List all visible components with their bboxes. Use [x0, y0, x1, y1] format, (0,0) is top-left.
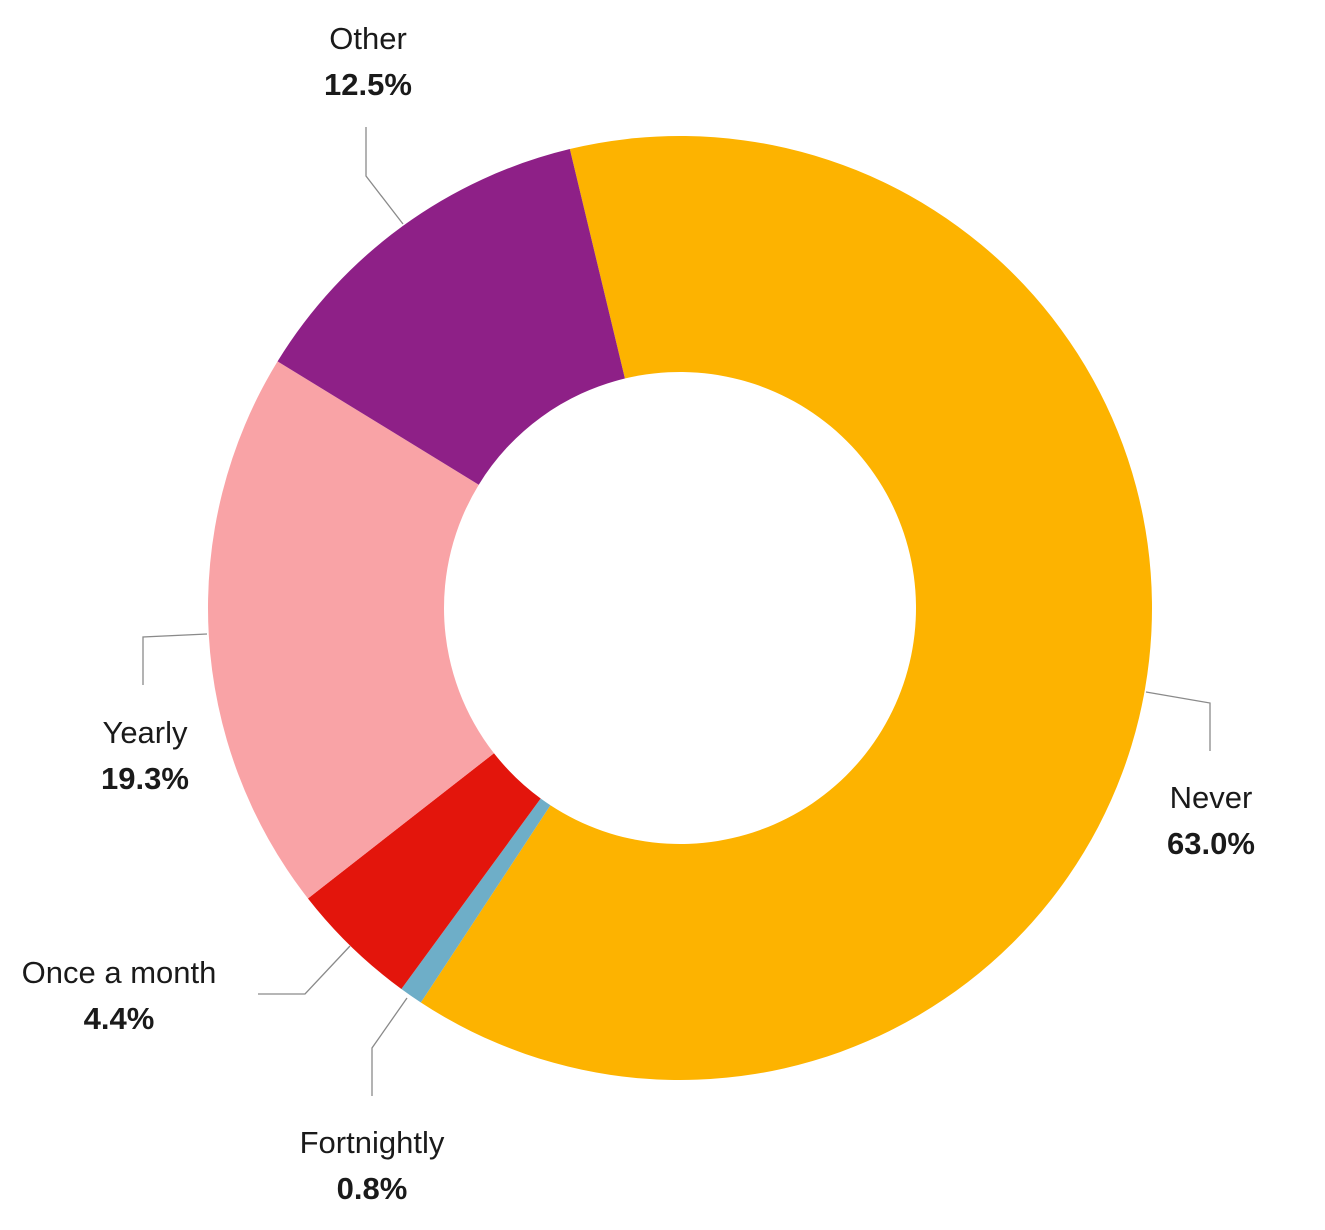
- slice-label-yearly: Yearly: [102, 715, 188, 750]
- slice-labels: Never 63.0% Fortnightly 0.8% Once a month 4.4…: [22, 21, 1255, 1206]
- slice-once-a-month: [307, 753, 541, 989]
- leader-line-never: [1145, 691, 1211, 751]
- slice-yearly: [208, 361, 494, 899]
- slice-never: [420, 136, 1152, 1081]
- slice-value-fortnightly: 0.8%: [337, 1171, 408, 1206]
- slice-label-fortnightly: Fortnightly: [300, 1125, 445, 1160]
- donut-slices: [208, 136, 1152, 1081]
- leader-line-yearly: [142, 633, 208, 685]
- slice-value-other: 12.5%: [324, 67, 412, 102]
- slice-other: [277, 149, 625, 485]
- leader-line-other: [365, 127, 404, 225]
- slice-label-never: Never: [1170, 780, 1253, 815]
- slice-label-once-a-month: Once a month: [22, 955, 217, 990]
- slice-fortnightly: [401, 798, 551, 1003]
- leader-line-fortnightly: [371, 997, 408, 1096]
- leader-lines: [142, 127, 1211, 1096]
- leader-line-once-a-month: [258, 945, 351, 995]
- slice-value-yearly: 19.3%: [101, 761, 189, 796]
- slice-value-never: 63.0%: [1167, 826, 1255, 861]
- slice-label-other: Other: [329, 21, 407, 56]
- slice-value-once-a-month: 4.4%: [84, 1001, 155, 1036]
